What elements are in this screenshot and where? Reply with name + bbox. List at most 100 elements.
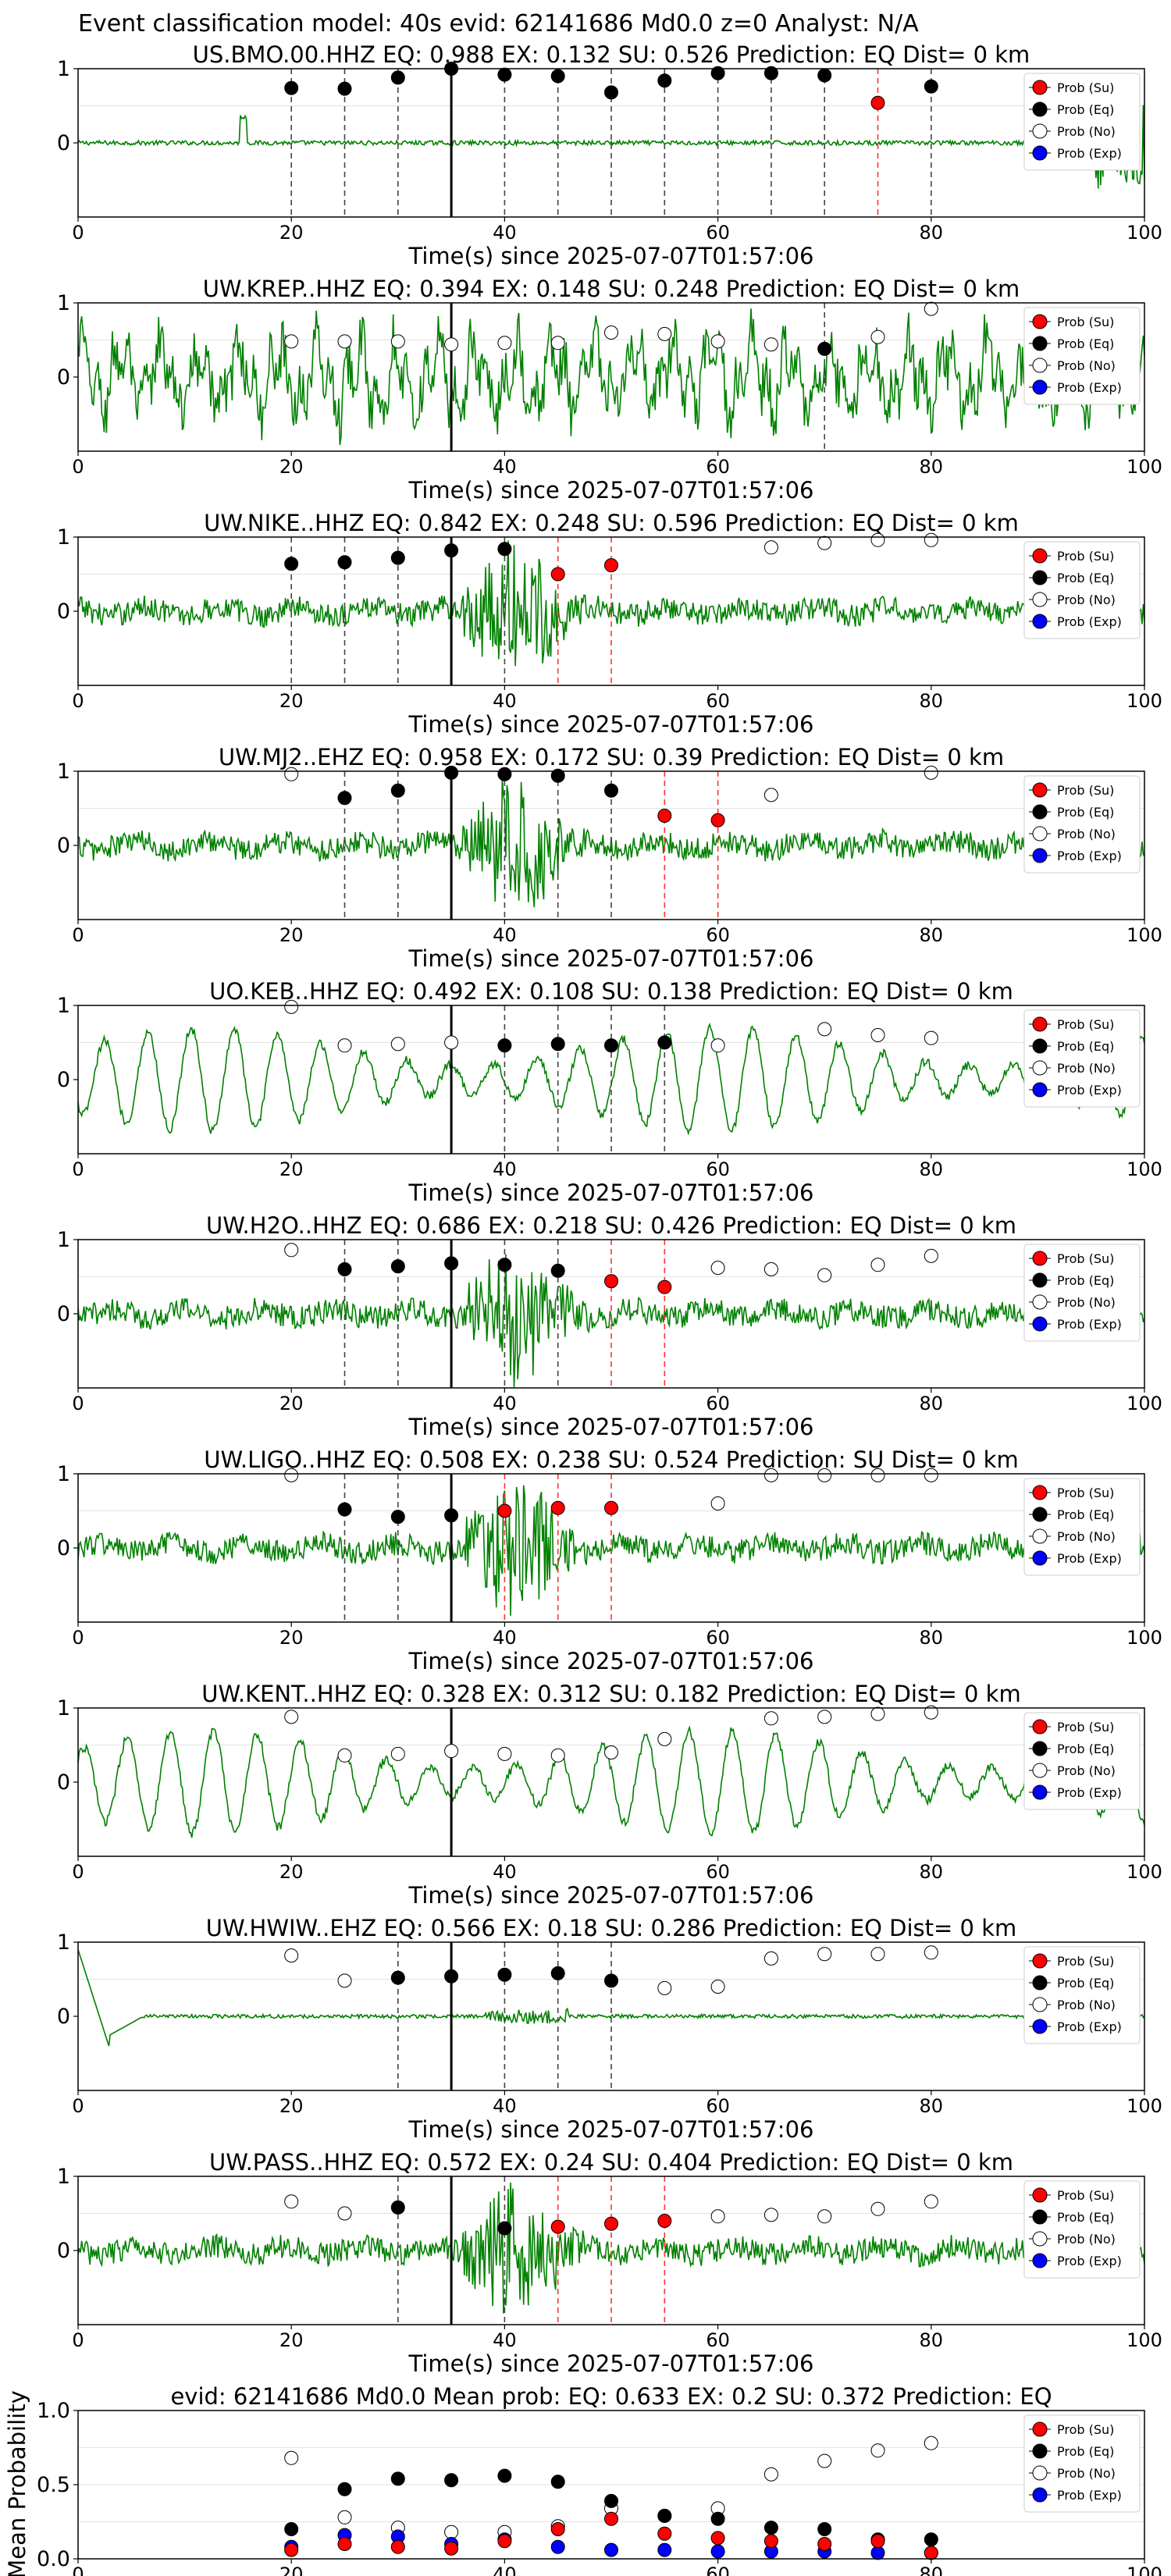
x-tick-label: 40 (493, 1158, 517, 1180)
prob-no-point (870, 1947, 885, 1962)
prob-su-point (657, 2526, 672, 2541)
legend-marker-su (1032, 548, 1048, 564)
station-panel-5: UO.KEB..HHZ EQ: 0.492 EX: 0.108 SU: 0.13… (57, 978, 1162, 1206)
legend-marker-no (1032, 1997, 1048, 2012)
legend-label-exp: Prob (Exp) (1057, 2488, 1122, 2503)
prob-no-point (870, 2443, 885, 2458)
y-tick-label: 0 (57, 2239, 70, 2263)
prob-su-point (604, 558, 618, 573)
plot-area (78, 1240, 1144, 1388)
legend-marker-eq (1032, 2443, 1048, 2459)
prob-su-point (657, 809, 672, 823)
prob-no-point (763, 2467, 778, 2482)
prob-no-point (284, 999, 299, 1014)
legend-label-eq: Prob (Eq) (1057, 571, 1114, 585)
legend-marker-exp (1032, 2253, 1048, 2268)
prob-eq-point (657, 2508, 672, 2523)
legend-marker-eq (1032, 1741, 1048, 1756)
plot-area (78, 1942, 1144, 2090)
prob-no-point (604, 326, 618, 340)
legend-label-eq: Prob (Eq) (1057, 102, 1114, 117)
prob-no-point (550, 1748, 565, 1763)
waveform (78, 1949, 1144, 2047)
legend-label-su: Prob (Su) (1057, 549, 1114, 564)
x-tick-label: 60 (706, 1158, 730, 1180)
prob-no-point (924, 1030, 938, 1045)
station-panel-8: UW.KENT..HHZ EQ: 0.328 EX: 0.312 SU: 0.1… (57, 1681, 1162, 1909)
prob-eq-point (444, 1508, 459, 1523)
plot-area (78, 1474, 1144, 1622)
prob-no-point (390, 1037, 405, 1051)
legend-marker-eq (1032, 1272, 1048, 1288)
x-tick-label: 80 (920, 222, 944, 244)
prob-eq-point (284, 2522, 299, 2536)
x-tick-label: 80 (920, 1158, 944, 1180)
legend-label-eq: Prob (Eq) (1057, 1039, 1114, 1054)
prob-no-point (924, 532, 938, 547)
x-tick-label: 0 (72, 2095, 84, 2117)
prob-eq-point (763, 66, 778, 80)
x-tick-label: 100 (1127, 924, 1162, 946)
prob-no-point (657, 1980, 672, 1995)
x-tick-label: 20 (279, 924, 304, 946)
prob-eq-point (924, 79, 938, 94)
legend-marker-exp (1032, 614, 1048, 629)
y-tick-label: 0.5 (37, 2473, 70, 2497)
legend-label-no: Prob (No) (1057, 358, 1116, 373)
legend-box (1023, 1244, 1141, 1342)
prob-su-point (817, 2537, 832, 2551)
prob-eq-point (710, 2511, 725, 2526)
legend-box (1023, 775, 1141, 873)
prob-su-point (390, 2539, 405, 2554)
y-tick-label: 1 (57, 1696, 70, 1720)
x-tick-label: 20 (279, 1861, 304, 1883)
legend-label-no: Prob (No) (1057, 1998, 1116, 2012)
x-tick-label: 100 (1127, 222, 1162, 244)
prob-no-point (817, 1022, 832, 1037)
x-tick-label: 20 (279, 1158, 304, 1180)
x-tick-label: 100 (1127, 2329, 1162, 2351)
x-tick-label: 80 (920, 1861, 944, 1883)
x-tick-label: 20 (279, 690, 304, 712)
plot-area (78, 771, 1144, 920)
x-tick-label: 0 (72, 2329, 84, 2351)
y-tick-label: 1.0 (37, 2399, 70, 2423)
prob-no-point (763, 1468, 778, 1482)
prob-no-point (924, 1248, 938, 1263)
panel-title: UW.MJ2..EHZ EQ: 0.958 EX: 0.172 SU: 0.39… (219, 744, 1004, 770)
prob-su-point (604, 1500, 618, 1515)
plot-area (78, 1005, 1144, 1154)
prob-no-point (337, 1973, 352, 1988)
prob-no-point (817, 535, 832, 550)
prob-eq-point (817, 2522, 832, 2536)
prob-eq-point (284, 80, 299, 95)
x-tick-label: 80 (920, 2564, 944, 2576)
y-tick-label: 1 (57, 1462, 70, 1486)
x-axis-label: Time(s) since 2025-07-07T01:57:06 (408, 1648, 814, 1674)
prob-no-point (817, 1468, 832, 1482)
prob-no-point (710, 334, 725, 349)
prob-eq-point (337, 791, 352, 806)
legend-marker-no (1032, 2231, 1048, 2247)
prob-no-point (657, 326, 672, 341)
legend-marker-exp (1032, 145, 1048, 161)
x-tick-label: 60 (706, 1861, 730, 1883)
x-tick-label: 20 (279, 2564, 304, 2576)
prob-su-point (550, 2522, 565, 2536)
prob-eq-point (924, 2532, 938, 2547)
legend-label-su: Prob (Su) (1057, 1017, 1114, 1032)
legend-marker-su (1032, 80, 1048, 95)
legend-label-eq: Prob (Eq) (1057, 1273, 1114, 1288)
prob-eq-point (550, 1966, 565, 1980)
x-tick-label: 40 (493, 2095, 517, 2117)
prob-exp-point (870, 2546, 885, 2560)
prob-eq-point (604, 2493, 618, 2508)
prob-no-point (817, 2453, 832, 2468)
legend-label-su: Prob (Su) (1057, 1954, 1114, 1969)
prob-eq-point (604, 85, 618, 100)
prob-eq-point (604, 1973, 618, 1988)
prob-su-point (924, 2546, 938, 2560)
legend-marker-su (1032, 782, 1048, 798)
legend-marker-exp (1032, 379, 1048, 395)
prob-eq-point (390, 783, 405, 798)
